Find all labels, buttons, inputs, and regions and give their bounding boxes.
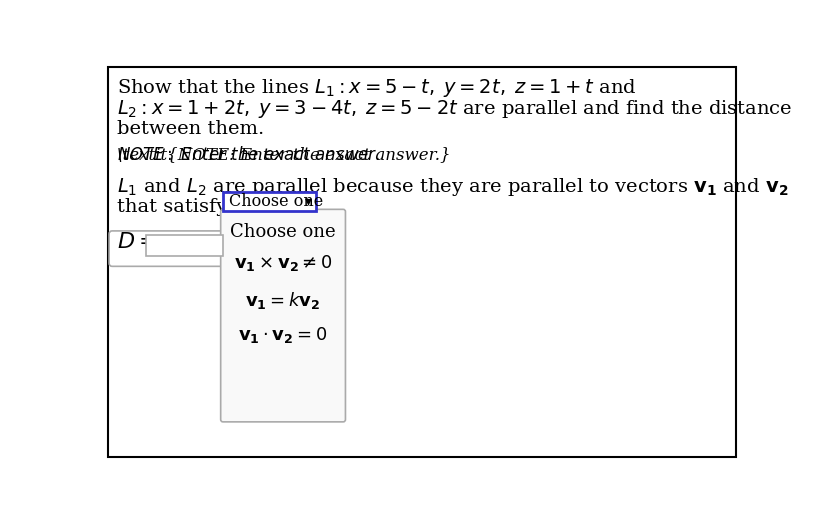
Text: $\mathit{NOTE{:}\ Enter\ the\ exact\ answer.}$: $\mathit{NOTE{:}\ Enter\ the\ exact\ ans… xyxy=(117,146,380,164)
FancyBboxPatch shape xyxy=(223,193,316,211)
Text: $D =$: $D =$ xyxy=(117,231,156,253)
Text: ▾: ▾ xyxy=(305,195,312,209)
Text: that satisfy :: that satisfy : xyxy=(117,198,239,216)
FancyBboxPatch shape xyxy=(146,235,223,256)
Text: $\mathbf{v_1}\times\mathbf{v_2} \neq 0$: $\mathbf{v_1}\times\mathbf{v_2} \neq 0$ xyxy=(234,253,332,273)
FancyBboxPatch shape xyxy=(221,209,346,422)
Text: $L_2 : x = 1 + 2t,\; y = 3 - 4t,\; z = 5 - 2t$ are parallel and find the distanc: $L_2 : x = 1 + 2t,\; y = 3 - 4t,\; z = 5… xyxy=(117,99,793,120)
Text: $L_1$ and $L_2$ are parallel because they are parallel to vectors $\mathbf{v_1}$: $L_1$ and $L_2$ are parallel because the… xyxy=(117,176,788,198)
FancyBboxPatch shape xyxy=(108,67,736,457)
Text: \textit{NOTE: Enter the exact answer.}: \textit{NOTE: Enter the exact answer.} xyxy=(117,146,450,163)
Text: Choose one: Choose one xyxy=(229,193,328,210)
Text: Show that the lines $L_1 : x = 5 - t,\; y = 2t,\; z = 1 + t$ and: Show that the lines $L_1 : x = 5 - t,\; … xyxy=(117,77,637,99)
Text: Choose one: Choose one xyxy=(230,224,336,241)
Text: $\mathbf{v_1} = k\mathbf{v_2}$: $\mathbf{v_1} = k\mathbf{v_2}$ xyxy=(245,290,321,311)
Text: between them.: between them. xyxy=(117,120,264,138)
Text: $\mathbf{v_1}\cdot\mathbf{v_2}=0$: $\mathbf{v_1}\cdot\mathbf{v_2}=0$ xyxy=(239,325,328,345)
